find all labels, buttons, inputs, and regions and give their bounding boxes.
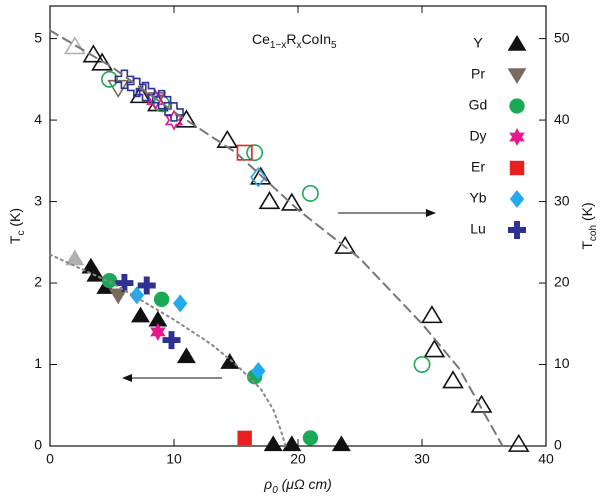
marker [153, 95, 171, 113]
marker [421, 305, 443, 324]
x-tick-label: 20 [290, 451, 306, 467]
marker [65, 249, 85, 266]
legend-marker [507, 68, 527, 84]
chart-title: Ce1−xRxCoIn5 [252, 31, 337, 51]
text-part: T [7, 235, 23, 244]
legend-label: Er [471, 159, 485, 175]
y-tick-label: 4 [34, 111, 42, 127]
marker [280, 192, 303, 211]
marker [63, 36, 86, 55]
legend-label: Y [473, 35, 483, 51]
marker [101, 272, 118, 289]
subscript: 5 [331, 40, 337, 51]
legend-label: Pr [471, 66, 485, 82]
legend-label: Yb [469, 190, 486, 206]
arrow-left [122, 374, 222, 382]
marker [423, 339, 446, 358]
marker [237, 430, 252, 446]
y2-tick-label: 40 [554, 111, 570, 127]
subscript: c [16, 231, 27, 236]
marker [127, 77, 147, 98]
text-part: CoIn [301, 31, 331, 47]
marker [150, 322, 166, 341]
legend-label: Lu [470, 221, 486, 237]
text-part: Ce [252, 31, 270, 47]
subscript: x [296, 40, 301, 51]
marker [282, 435, 302, 452]
marker [331, 435, 351, 452]
legend-marker [509, 98, 525, 114]
marker [470, 394, 493, 413]
x-tick-label: 40 [538, 451, 554, 467]
y-tick-label: 2 [34, 274, 42, 290]
text-part: R [286, 31, 296, 47]
marker [301, 184, 319, 202]
marker [258, 191, 281, 210]
fit-curve [49, 253, 287, 447]
text-part: ρ [263, 476, 272, 492]
marker [216, 129, 239, 148]
marker [137, 276, 156, 295]
y-tick-label: 5 [34, 29, 42, 45]
marker [175, 109, 198, 128]
x-axis-label: ρ0 (μΩ cm) [263, 476, 332, 496]
x-tick-label: 10 [166, 451, 182, 467]
marker [250, 166, 267, 188]
y2-tick-label: 10 [554, 355, 570, 371]
subscript: coh [588, 225, 599, 241]
marker [251, 362, 266, 381]
marker [220, 353, 240, 369]
marker [131, 306, 150, 323]
y-tick-label: 0 [34, 437, 42, 453]
marker [148, 310, 168, 327]
subscript: 0 [272, 485, 278, 496]
y-axis-label: Tc (K) [7, 208, 27, 244]
marker [108, 288, 128, 305]
marker [507, 433, 530, 452]
legend-marker [509, 128, 525, 146]
marker [82, 44, 105, 63]
x-tick-label: 0 [46, 451, 54, 467]
marker [334, 235, 356, 254]
marker [115, 274, 134, 293]
legend-marker [509, 160, 525, 176]
text-part: (μΩ cm) [278, 476, 332, 492]
text-part: (K) [579, 202, 595, 225]
marker [162, 331, 181, 350]
legend-marker [509, 190, 525, 208]
y2-axis-label: Tcoh (K) [579, 202, 599, 249]
marker [246, 144, 264, 162]
marker [176, 347, 196, 364]
marker [173, 294, 188, 313]
marker [164, 102, 184, 122]
marker [91, 52, 113, 71]
y2-tick-label: 50 [554, 29, 570, 45]
legend-label: Gd [469, 97, 488, 113]
legend-marker [508, 221, 526, 239]
y-tick-label: 3 [34, 192, 42, 208]
marker [146, 88, 165, 111]
marker [413, 356, 431, 373]
legend-label: Dy [469, 128, 486, 144]
legend-marker [507, 35, 527, 51]
y-tick-label: 1 [34, 355, 42, 371]
text-part: (K) [7, 208, 23, 231]
x-tick-label: 30 [414, 451, 430, 467]
marker [153, 291, 170, 307]
marker [135, 81, 156, 102]
marker [263, 435, 283, 452]
arrow-right [338, 209, 436, 217]
marker [302, 430, 319, 446]
y2-tick-label: 0 [554, 437, 562, 453]
subscript: 1−x [270, 40, 286, 51]
y2-tick-label: 30 [554, 192, 570, 208]
y2-tick-label: 20 [554, 274, 570, 290]
fit-curve [49, 29, 504, 447]
marker [442, 370, 464, 389]
marker [101, 70, 118, 88]
text-part: T [579, 241, 595, 250]
